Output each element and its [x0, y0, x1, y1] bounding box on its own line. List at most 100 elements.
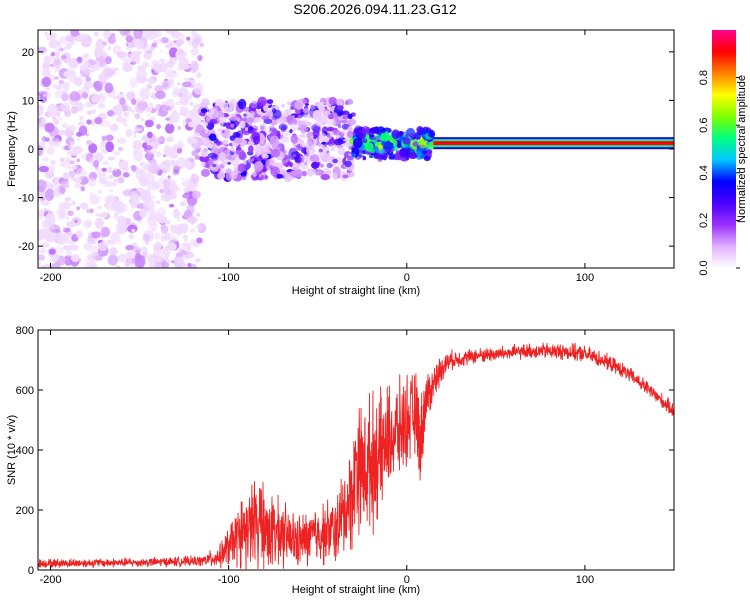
- heatmap-cell: [104, 82, 114, 94]
- heatmap-cell: [126, 45, 132, 51]
- heatmap-cell: [63, 255, 74, 266]
- heatmap-cell: [280, 115, 287, 123]
- heatmap-cell: [125, 91, 134, 101]
- heatmap-cell: [172, 144, 178, 152]
- heatmap-cell: [333, 172, 338, 177]
- heatmap-cell: [425, 149, 433, 155]
- heatmap-cell: [326, 132, 331, 138]
- heatmap-cell: [253, 135, 260, 145]
- heatmap-cell: [41, 136, 47, 142]
- heatmap-cell: [107, 156, 115, 161]
- heatmap-cell: [229, 113, 238, 122]
- heatmap-cell: [191, 150, 198, 157]
- heatmap-cell: [84, 39, 93, 45]
- snr-y-label: SNR (10 * v/v): [6, 415, 18, 485]
- heatmap-cell: [104, 56, 112, 65]
- heatmap-cell: [76, 102, 84, 112]
- heatmap-cell: [114, 200, 125, 214]
- heatmap-cell: [309, 154, 320, 163]
- heatmap-cell: [66, 221, 76, 228]
- heatmap-cell: [89, 192, 94, 197]
- heatmap-cell: [163, 147, 175, 157]
- heatmap-cell: [189, 158, 195, 163]
- heatmap-cell: [369, 155, 373, 158]
- heatmap-cell: [194, 37, 201, 44]
- heatmap-cell: [150, 195, 156, 199]
- heatmap-cell: [131, 109, 135, 114]
- heatmap-cell: [95, 212, 101, 217]
- heatmap-cell: [61, 93, 69, 102]
- heatmap-cell: [155, 200, 161, 205]
- heatmap-cell: [47, 209, 52, 213]
- x-tick-label: 0: [404, 272, 410, 284]
- heatmap-cell: [290, 134, 298, 144]
- heatmap-cell: [289, 106, 295, 111]
- heatmap-cell: [177, 125, 181, 130]
- heatmap-cell: [132, 246, 142, 254]
- heatmap-cell: [373, 152, 382, 159]
- heatmap-cell: [260, 174, 265, 179]
- page-title: S206.2026.094.11.23.G12: [293, 1, 457, 17]
- heatmap-cell: [58, 80, 65, 85]
- colorbar-tick-label: 0.2: [698, 213, 710, 228]
- heatmap-cell: [69, 244, 79, 251]
- heatmap-cell: [187, 179, 194, 187]
- heatmap-cell: [94, 84, 103, 92]
- heatmap-cell: [45, 92, 52, 99]
- heatmap-cell: [38, 105, 44, 117]
- heatmap-cell: [342, 115, 349, 120]
- heatmap-cell: [155, 90, 166, 100]
- colorbar: 0.0 0.2 0.4 0.6 0.8 Normalized spectral ampl…: [698, 30, 748, 276]
- heatmap-cell: [332, 129, 341, 136]
- heatmap-cell: [174, 223, 184, 234]
- heatmap-cell: [362, 155, 367, 161]
- heatmap-cell: [112, 114, 116, 119]
- heatmap-cell: [54, 189, 58, 194]
- heatmap-cell: [222, 128, 231, 139]
- heatmap-cell: [183, 238, 188, 242]
- heatmap-cell: [253, 161, 264, 172]
- heatmap-cell: [182, 254, 191, 260]
- heatmap-cell: [194, 155, 201, 161]
- heatmap-cell: [286, 115, 293, 123]
- heatmap-cell: [161, 168, 167, 174]
- heatmap-cell: [294, 100, 304, 110]
- heatmap-cell: [292, 163, 299, 171]
- heatmap-cell: [172, 209, 181, 219]
- heatmap-cell: [69, 160, 75, 165]
- heatmap-cell: [286, 101, 292, 106]
- heatmap-cell: [140, 117, 145, 122]
- heatmap-cell: [170, 190, 177, 199]
- heatmap-cell: [241, 175, 247, 181]
- heatmap-cell: [395, 148, 399, 151]
- heatmap-cell: [190, 108, 199, 118]
- heatmap-cell: [315, 101, 321, 107]
- heatmap-cell: [113, 212, 119, 217]
- heatmap-cell: [119, 30, 130, 36]
- heatmap-cell: [292, 153, 297, 158]
- heatmap-cell: [79, 202, 89, 210]
- heatmap-cell: [60, 180, 70, 188]
- heatmap-cell: [54, 246, 65, 254]
- heatmap-cell: [85, 76, 91, 82]
- heatmap-cell: [228, 115, 232, 119]
- heatmap-cell: [280, 170, 288, 176]
- heatmap-cell: [78, 121, 85, 127]
- heatmap-cell: [189, 227, 196, 234]
- heatmap-cell: [299, 133, 306, 138]
- heatmap-cell: [91, 93, 100, 104]
- heatmap-cell: [112, 96, 118, 100]
- heatmap-cell: [167, 175, 171, 179]
- heatmap-cell: [186, 36, 191, 41]
- heatmap-cell: [99, 144, 105, 151]
- heatmap-cell: [40, 197, 45, 201]
- heatmap-cell: [246, 115, 255, 125]
- heatmap-cell: [78, 125, 88, 136]
- heatmap-cell: [149, 205, 156, 212]
- heatmap-cell: [43, 201, 49, 206]
- heatmap-cell: [117, 146, 124, 152]
- heatmap-cell: [98, 189, 102, 194]
- heatmap-cell: [251, 158, 255, 161]
- heatmap-cell: [86, 119, 92, 125]
- heatmap-cell: [195, 224, 203, 230]
